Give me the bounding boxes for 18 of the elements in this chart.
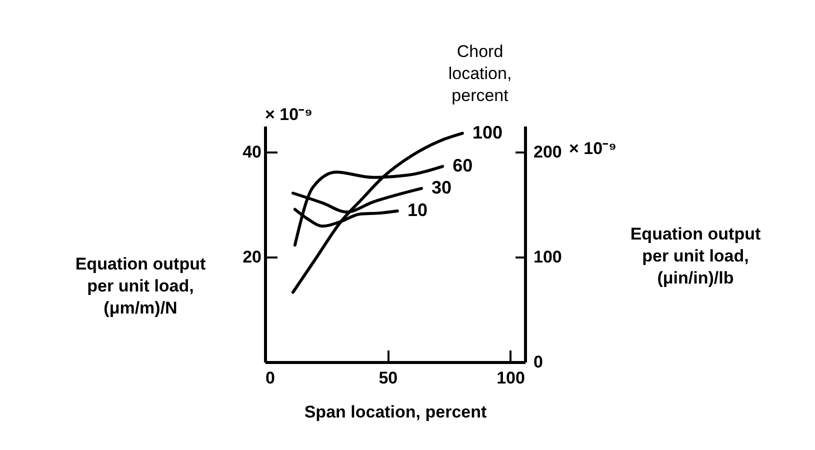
- text: × 10⁻⁹: [569, 139, 617, 158]
- x-axis-title: Span location, percent: [304, 402, 487, 422]
- y2-tick-label: 200: [534, 142, 562, 162]
- y2-axis-title: Equation output per unit load, (μin/in)/lb: [630, 224, 761, 288]
- series-label: 10: [407, 200, 428, 220]
- y2-tick-label: 0: [534, 352, 543, 372]
- series-label: 100: [472, 122, 502, 142]
- series-label: 30: [431, 177, 452, 198]
- legend-title: Chord location, percent: [448, 42, 512, 105]
- y2-tick-label: 100: [534, 248, 562, 267]
- y-tick-label: 20: [242, 248, 262, 267]
- x-tick-label: 0: [266, 368, 275, 388]
- y-tick-label: 40: [242, 142, 262, 162]
- y-axis-title: Equation output per unit load, (μm/m)/N: [75, 254, 206, 318]
- x-tick-label: 50: [378, 368, 398, 388]
- x-tick-label: 100: [496, 368, 525, 388]
- text: × 10⁻⁹: [265, 105, 313, 124]
- series-label: 60: [452, 155, 473, 176]
